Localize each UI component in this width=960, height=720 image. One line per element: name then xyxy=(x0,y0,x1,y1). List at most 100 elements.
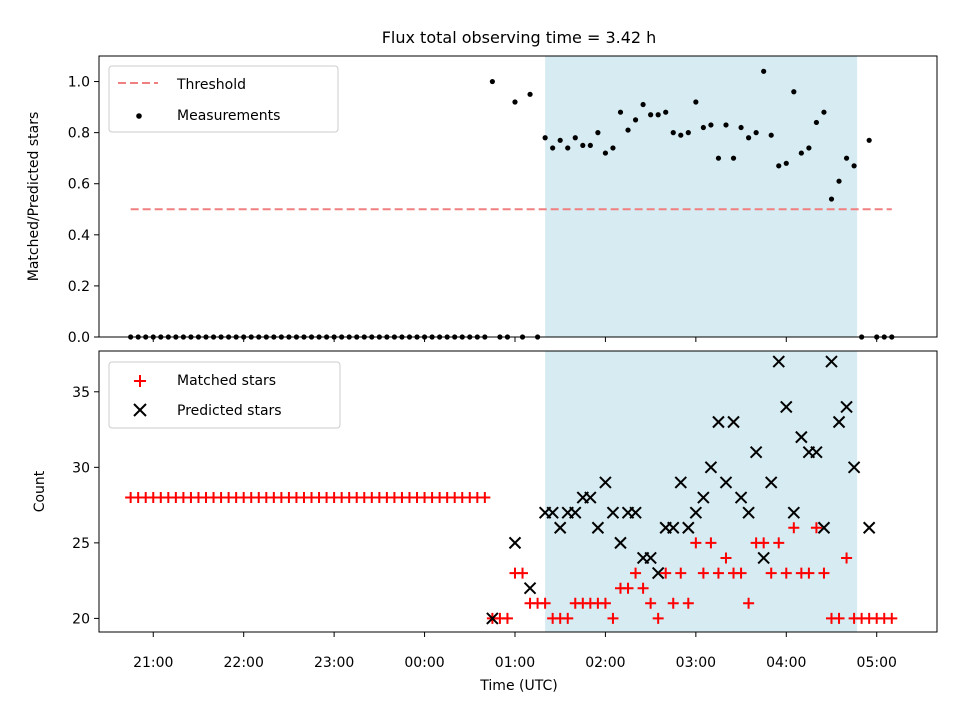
y-tick-label: 1.0 xyxy=(68,75,90,91)
matched-star-point xyxy=(743,597,755,609)
matched-star-point xyxy=(562,612,574,624)
matched-star-point xyxy=(697,567,709,579)
measurement-point xyxy=(550,145,556,151)
measurement-point xyxy=(565,145,571,151)
matched-star-point xyxy=(788,522,800,534)
measurement-point xyxy=(655,112,661,118)
matched-star-point xyxy=(682,597,694,609)
predicted-star-point xyxy=(591,521,605,534)
predicted-star-point xyxy=(682,521,695,534)
predicted-star-point xyxy=(569,506,582,519)
y-tick-label: 0.8 xyxy=(68,126,90,142)
predicted-star-point xyxy=(727,415,740,429)
bottom-panel-frame xyxy=(98,350,938,633)
x-tick-label: 03:00 xyxy=(676,655,716,671)
legend-measurements-swatch xyxy=(136,113,142,119)
matched-stars-points xyxy=(125,492,898,624)
bottom-panel-observing-window xyxy=(545,351,858,632)
matched-star-point xyxy=(675,567,687,579)
predicted-star-point xyxy=(704,461,718,474)
y-tick-label: 0.4 xyxy=(68,228,90,244)
predicted-star-point xyxy=(795,430,808,444)
measurement-point xyxy=(783,160,789,166)
legend-threshold-label: Threshold xyxy=(176,77,246,93)
matched-star-point xyxy=(637,582,649,594)
y-tick-label: 0.6 xyxy=(68,177,90,193)
bottom-panel-x-ticks: 21:00 22:00 23:00 00:00 01:00 02:00 03:00 04:00… xyxy=(133,632,897,671)
matched-star-point xyxy=(501,612,513,624)
measurement-point xyxy=(866,137,872,143)
matched-star-point xyxy=(517,567,529,579)
measurement-points xyxy=(128,68,895,340)
measurement-point xyxy=(625,127,631,133)
measurement-point xyxy=(489,78,495,85)
top-legend-box xyxy=(108,65,339,133)
chart-title: Flux total observing time = 3.42 h xyxy=(382,28,657,47)
legend-matched-label: Matched stars xyxy=(177,373,276,389)
predicted-star-point xyxy=(810,446,823,459)
y-tick-label: 25 xyxy=(72,536,90,552)
matched-star-point xyxy=(833,612,845,624)
measurement-point xyxy=(723,122,729,128)
predicted-star-point xyxy=(840,400,853,414)
predicted-star-point xyxy=(749,446,763,459)
measurement-point xyxy=(836,178,842,184)
measurement-point xyxy=(527,91,533,97)
predicted-star-point xyxy=(689,506,703,519)
measurement-point xyxy=(746,135,752,141)
measurement-point xyxy=(685,130,691,136)
matched-star-point xyxy=(758,537,770,549)
matched-star-point xyxy=(773,537,785,549)
predicted-star-point xyxy=(847,461,861,474)
matched-star-point xyxy=(622,582,634,594)
predicted-star-point xyxy=(832,415,846,429)
measurement-point xyxy=(587,142,593,149)
measurement-point xyxy=(693,99,699,105)
matched-star-point xyxy=(667,597,679,609)
bottom-legend-box xyxy=(108,361,341,429)
predicted-star-point xyxy=(606,506,620,519)
top-y-axis-label: Matched/Predicted stars xyxy=(26,112,42,282)
predicted-star-point xyxy=(523,581,537,595)
matched-star-point xyxy=(645,597,657,609)
top-panel-frame xyxy=(98,55,938,338)
measurement-point xyxy=(648,112,654,118)
measurement-point xyxy=(602,150,609,156)
y-tick-label: 0.2 xyxy=(68,279,90,295)
predicted-star-point xyxy=(780,400,793,414)
predicted-star-point xyxy=(787,506,801,519)
measurement-point xyxy=(610,145,616,151)
y-tick-label: 0.0 xyxy=(68,330,90,346)
measurement-point xyxy=(828,196,835,202)
matched-star-point xyxy=(735,567,747,579)
matched-star-point xyxy=(607,612,619,624)
measurement-point xyxy=(715,155,722,161)
predicted-star-point xyxy=(757,551,770,565)
predicted-star-point xyxy=(614,536,627,550)
matched-star-point xyxy=(841,552,853,564)
measurement-point xyxy=(761,68,767,74)
predicted-star-point xyxy=(674,476,687,489)
predicted-star-point xyxy=(651,566,665,580)
measurement-point xyxy=(813,119,820,126)
measurement-point xyxy=(595,130,601,136)
measurement-point xyxy=(776,163,782,169)
measurement-point xyxy=(663,109,669,115)
matched-star-point xyxy=(705,537,717,549)
measurement-point xyxy=(753,130,759,136)
predicted-star-point xyxy=(508,536,522,550)
bottom-panel-y-ticks: 20 25 30 35 xyxy=(72,385,99,627)
predicted-star-point xyxy=(825,355,838,368)
predicted-star-point xyxy=(734,491,748,504)
matched-star-point xyxy=(765,567,777,579)
predicted-star-point xyxy=(553,521,567,534)
predicted-star-point xyxy=(765,476,778,489)
x-tick-label: 04:00 xyxy=(766,655,806,671)
legend-predicted-label: Predicted stars xyxy=(177,403,282,419)
top-panel-observing-window xyxy=(545,56,858,337)
matched-star-point xyxy=(720,552,732,564)
matched-star-point xyxy=(599,597,611,609)
bottom-legend: Matched stars Predicted stars xyxy=(108,361,341,429)
predicted-star-point xyxy=(697,491,710,504)
